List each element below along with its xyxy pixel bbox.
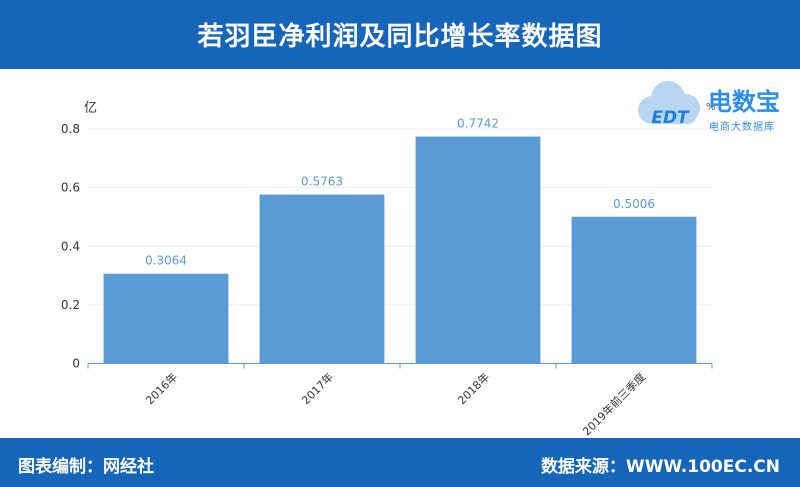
y-tick-label: 0.8 (61, 122, 80, 136)
bar-chart: 0.3064 0.5763 0.7742 0.5006 0 0.2 0.4 0.6 0.8 2… (61, 101, 716, 438)
footer-credit: 图表编制：网经社 (18, 457, 154, 477)
bars (103, 136, 697, 364)
y-tick-label: 0 (72, 357, 80, 371)
bar (571, 216, 697, 364)
logo-tagline: 电商大数据库 (709, 120, 775, 133)
page-title: 若羽臣净利润及同比增长率数据图 (197, 22, 603, 52)
footer-bar: 图表编制：网经社 数据来源：WWW.100EC.CN (0, 438, 800, 487)
x-tick-label: 2019年前三季度 (580, 370, 649, 438)
x-tick-label: 2016年 (143, 370, 180, 407)
logo-brand: 电数宝 (708, 88, 780, 116)
y-tick-label: 0.4 (61, 239, 80, 253)
bar (415, 136, 541, 364)
x-tick-label: 2018年 (455, 370, 492, 407)
bar-value-label: 0.5763 (301, 175, 343, 189)
footer-source: 数据来源：WWW.100EC.CN (540, 457, 780, 477)
y-axis-label: 亿 (84, 101, 97, 116)
bar-value-label: 0.5006 (613, 197, 655, 211)
bar-value-label: 0.3064 (145, 254, 187, 268)
y-tick-label: 0.2 (61, 298, 80, 312)
logo-mark: EDT (651, 108, 690, 128)
y-tick-label: 0.6 (61, 181, 80, 195)
bar (103, 273, 229, 364)
logo: EDT 电数宝 电商大数据库 (638, 81, 780, 133)
x-tick-label: 2017年 (299, 370, 336, 407)
header-bar: 若羽臣净利润及同比增长率数据图 (0, 0, 800, 69)
y2-axis-label: % (706, 102, 716, 113)
bar-value-label: 0.7742 (457, 117, 499, 131)
bar (259, 194, 385, 364)
y-axis-ticks: 0 0.2 0.4 0.6 0.8 (61, 122, 80, 371)
value-labels: 0.3064 0.5763 0.7742 0.5006 (145, 117, 655, 268)
cloud-icon (638, 81, 700, 124)
x-axis-ticks: 2016年 2017年 2018年 2019年前三季度 (87, 363, 713, 438)
